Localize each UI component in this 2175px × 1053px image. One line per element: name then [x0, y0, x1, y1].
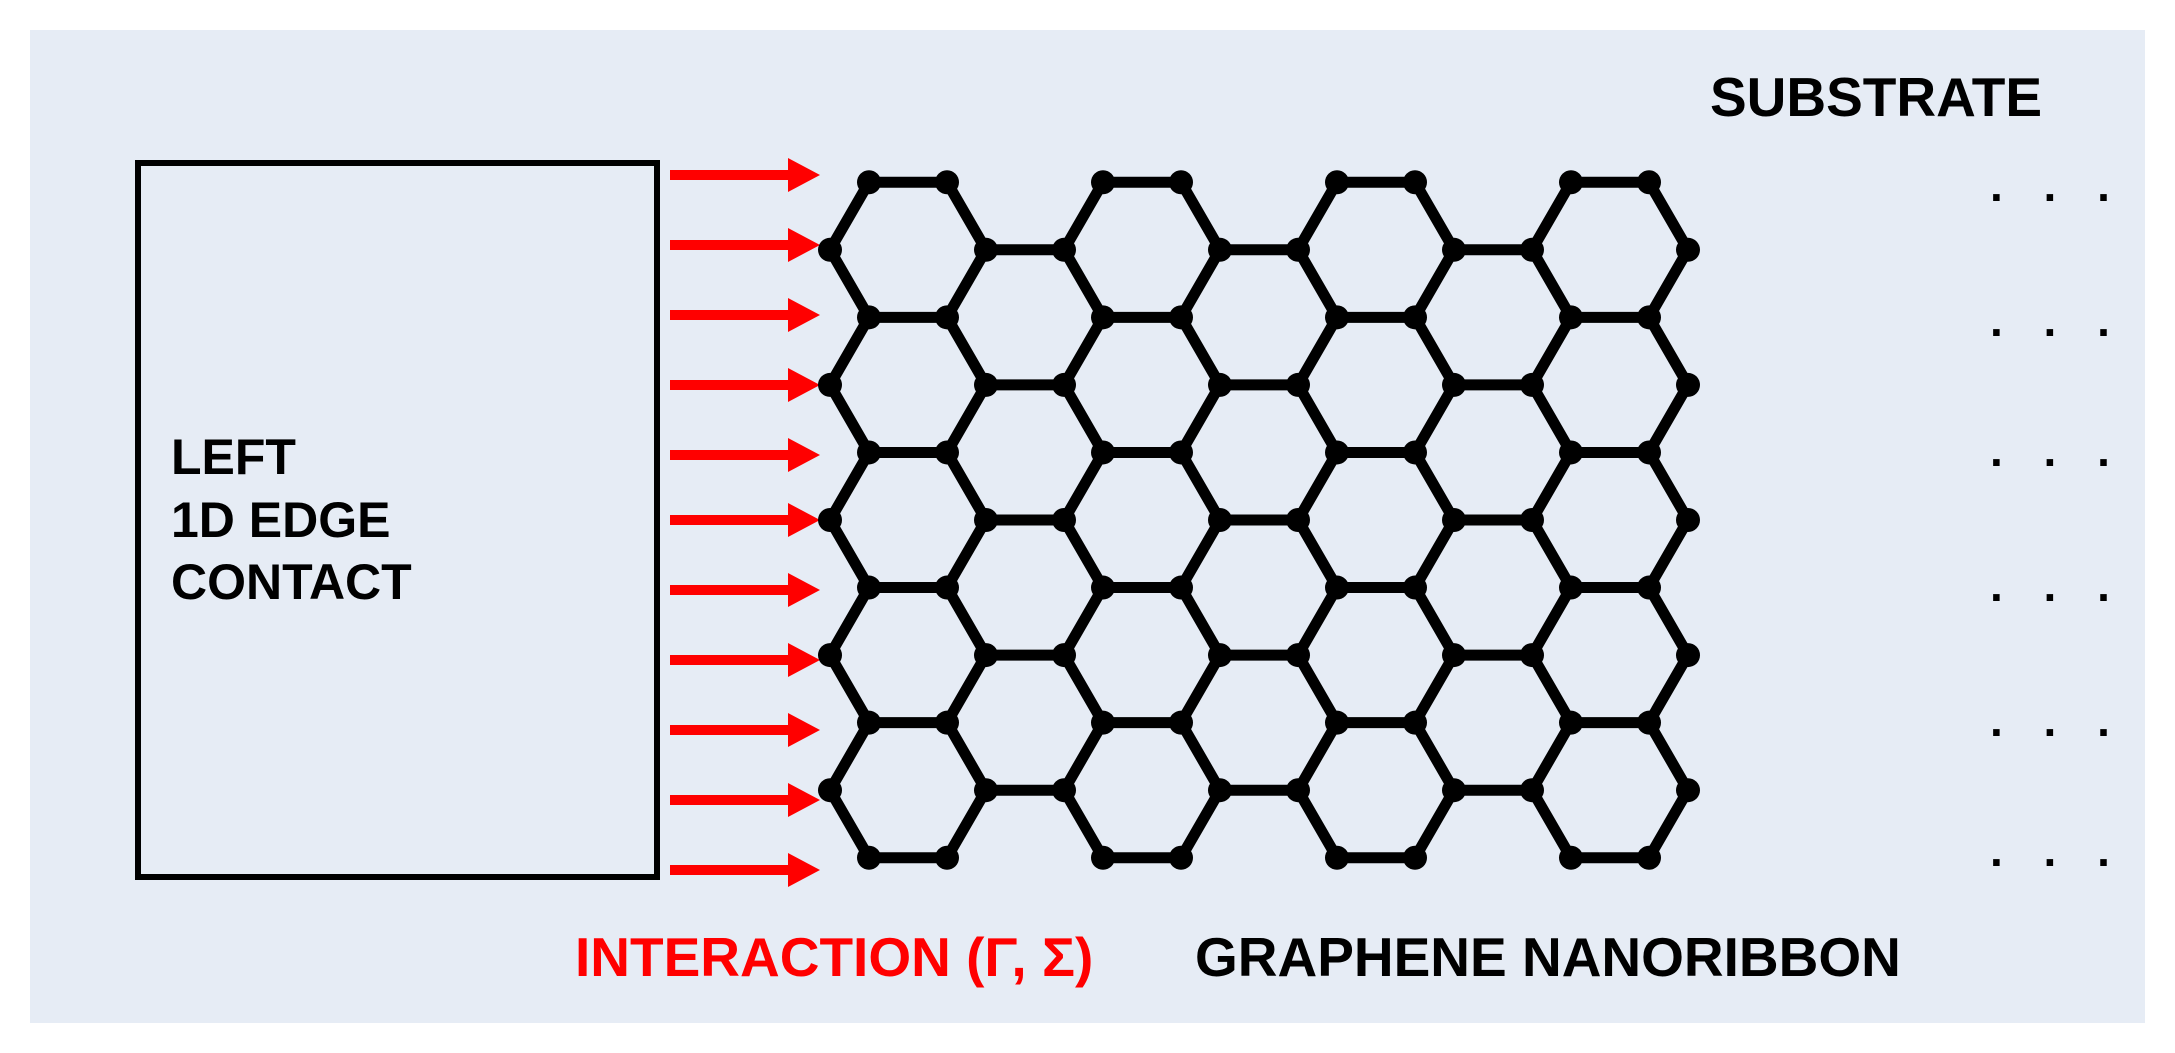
- lattice-atom: [1052, 508, 1076, 532]
- lattice-atom: [1325, 440, 1349, 464]
- lattice-atom: [1169, 170, 1193, 194]
- continuation-dots: . . .: [1990, 693, 2124, 747]
- lattice-atom: [857, 576, 881, 600]
- lattice-atom: [935, 440, 959, 464]
- lattice-atom: [857, 305, 881, 329]
- lattice-atom: [1052, 778, 1076, 802]
- lattice-atom: [1403, 576, 1427, 600]
- lattice-atom: [1325, 576, 1349, 600]
- lattice-atom: [974, 508, 998, 532]
- lattice-atom: [1169, 846, 1193, 870]
- lattice-atom: [1208, 508, 1232, 532]
- lattice-atom: [1052, 238, 1076, 262]
- lattice-atom: [1403, 711, 1427, 735]
- lattice-atom: [1091, 846, 1115, 870]
- lattice-atom: [1637, 711, 1661, 735]
- lattice-atom: [974, 778, 998, 802]
- lattice-atom: [935, 711, 959, 735]
- lattice-atom: [935, 846, 959, 870]
- lattice-atom: [1637, 170, 1661, 194]
- lattice-atom: [857, 846, 881, 870]
- lattice-atom: [1169, 576, 1193, 600]
- lattice-atom: [935, 170, 959, 194]
- lattice-atom: [935, 576, 959, 600]
- continuation-dots: . . .: [1990, 293, 2124, 347]
- lattice-atom: [818, 373, 842, 397]
- lattice-atom: [1559, 576, 1583, 600]
- lattice-atom: [1637, 576, 1661, 600]
- lattice-atom: [1403, 846, 1427, 870]
- lattice-atom: [1520, 373, 1544, 397]
- lattice-atom: [1286, 238, 1310, 262]
- lattice-atom: [974, 238, 998, 262]
- lattice-atom: [935, 305, 959, 329]
- lattice-atom: [1091, 576, 1115, 600]
- lattice-atom: [1169, 440, 1193, 464]
- lattice-atom: [1637, 846, 1661, 870]
- lattice-atom: [1676, 238, 1700, 262]
- lattice-atom: [1208, 238, 1232, 262]
- lattice-atom: [1520, 238, 1544, 262]
- lattice-atom: [1325, 711, 1349, 735]
- lattice-atom: [1052, 373, 1076, 397]
- lattice-atom: [1091, 711, 1115, 735]
- lattice-atom: [1559, 711, 1583, 735]
- continuation-dots: . . .: [1990, 823, 2124, 877]
- lattice-atom: [1325, 305, 1349, 329]
- lattice-atom: [1325, 846, 1349, 870]
- lattice-atom: [1091, 170, 1115, 194]
- lattice-atom: [1637, 440, 1661, 464]
- continuation-dots: . . .: [1990, 423, 2124, 477]
- lattice-atom: [974, 643, 998, 667]
- graphene-lattice: [30, 30, 2145, 1023]
- lattice-atom: [974, 373, 998, 397]
- lattice-atom: [1676, 778, 1700, 802]
- lattice-atom: [857, 170, 881, 194]
- lattice-atom: [1676, 643, 1700, 667]
- continuation-dots: . . .: [1990, 558, 2124, 612]
- lattice-atom: [1286, 778, 1310, 802]
- lattice-atom: [1637, 305, 1661, 329]
- lattice-atom: [1676, 373, 1700, 397]
- lattice-atom: [1442, 508, 1466, 532]
- lattice-atom: [1208, 778, 1232, 802]
- lattice-atom: [818, 643, 842, 667]
- lattice-atom: [1520, 643, 1544, 667]
- lattice-atom: [818, 238, 842, 262]
- lattice-atom: [1559, 305, 1583, 329]
- lattice-atom: [1442, 373, 1466, 397]
- lattice-atom: [818, 508, 842, 532]
- lattice-atom: [1442, 643, 1466, 667]
- lattice-atom: [1208, 373, 1232, 397]
- lattice-atom: [1442, 238, 1466, 262]
- lattice-atom: [1286, 508, 1310, 532]
- lattice-atom: [857, 711, 881, 735]
- continuation-dots: . . .: [1990, 158, 2124, 212]
- lattice-atom: [1052, 643, 1076, 667]
- lattice-atom: [1286, 373, 1310, 397]
- substrate-panel: LEFT 1D EDGE CONTACT SUBSTRATE INTERACTI…: [30, 30, 2145, 1023]
- lattice-atom: [1442, 778, 1466, 802]
- lattice-atom: [1403, 170, 1427, 194]
- lattice-atom: [1559, 170, 1583, 194]
- lattice-atom: [1520, 508, 1544, 532]
- lattice-atom: [1208, 643, 1232, 667]
- lattice-atom: [1559, 440, 1583, 464]
- lattice-atom: [1286, 643, 1310, 667]
- lattice-atom: [1403, 305, 1427, 329]
- lattice-atom: [1169, 711, 1193, 735]
- lattice-atom: [1091, 305, 1115, 329]
- lattice-atom: [857, 440, 881, 464]
- lattice-atom: [1169, 305, 1193, 329]
- lattice-atom: [1403, 440, 1427, 464]
- lattice-atom: [818, 778, 842, 802]
- lattice-atom: [1325, 170, 1349, 194]
- lattice-atom: [1676, 508, 1700, 532]
- lattice-atom: [1091, 440, 1115, 464]
- lattice-atom: [1520, 778, 1544, 802]
- lattice-atom: [1559, 846, 1583, 870]
